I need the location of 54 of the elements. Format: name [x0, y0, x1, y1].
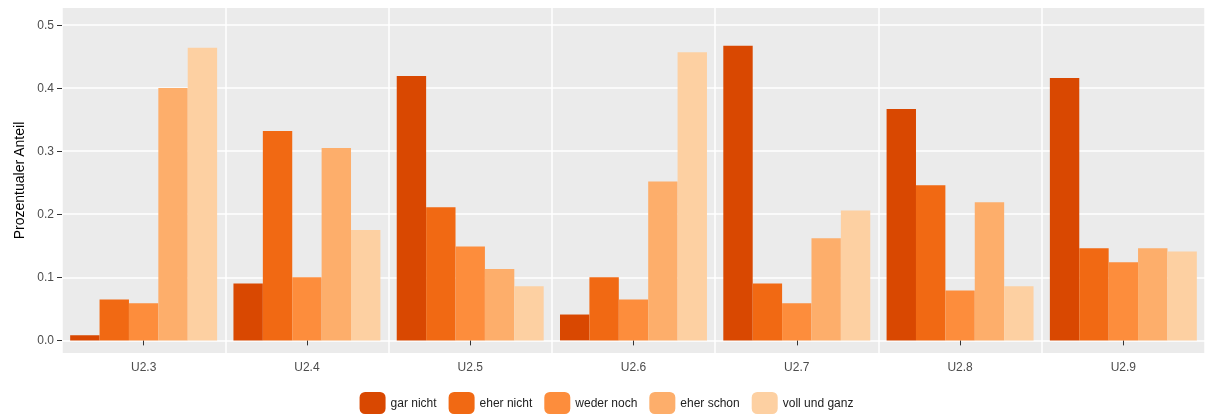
x-tick-label: U2.9 — [1110, 360, 1137, 374]
bar — [945, 290, 975, 341]
y-tick-label: 0.3 — [37, 144, 55, 159]
y-tick-label: 0.0 — [37, 333, 55, 348]
y-tick-label: 0.1 — [37, 270, 55, 285]
bar — [292, 277, 322, 341]
bar — [484, 269, 515, 341]
bar — [886, 108, 916, 341]
y-tick-label: 0.4 — [37, 81, 55, 96]
bar — [1167, 251, 1197, 341]
bar — [514, 286, 544, 341]
x-tick-label: U2.8 — [947, 360, 974, 374]
bar — [811, 238, 841, 341]
bar — [1079, 248, 1109, 341]
bar — [233, 283, 263, 341]
bar — [158, 88, 188, 341]
bar — [618, 299, 649, 341]
bar — [677, 52, 707, 341]
bar — [1049, 78, 1080, 341]
bar — [782, 303, 812, 341]
x-tick-label: U2.6 — [620, 360, 647, 374]
legend-label: weder noch — [574, 396, 638, 410]
y-tick-label: 0.2 — [37, 207, 55, 222]
bar — [1108, 262, 1139, 341]
legend-label: eher nicht — [479, 396, 533, 410]
bar — [560, 314, 590, 341]
bar — [752, 283, 783, 341]
x-tick-label: U2.7 — [784, 360, 810, 374]
legend-label: gar nicht — [390, 396, 438, 410]
bar — [1004, 286, 1034, 341]
bar — [1138, 248, 1168, 341]
bar — [723, 45, 753, 341]
x-tick-label: U2.4 — [294, 360, 320, 374]
x-tick-label: U2.5 — [457, 360, 484, 374]
bar — [321, 148, 352, 341]
bar — [396, 76, 427, 341]
x-tick-label: U2.3 — [130, 360, 157, 374]
bar — [262, 130, 293, 341]
bar — [648, 181, 678, 341]
bar — [99, 299, 129, 341]
bar — [70, 335, 100, 341]
bar — [840, 210, 871, 341]
legend-label: voll und ganz — [782, 396, 854, 410]
bar — [974, 202, 1005, 341]
bar — [455, 246, 485, 341]
bar — [915, 185, 946, 341]
y-axis-title: Prozentualer Anteil — [11, 121, 27, 240]
bar — [426, 207, 456, 341]
bar — [351, 230, 381, 341]
bar — [187, 47, 218, 341]
bar — [589, 277, 619, 341]
y-tick-label: 0.5 — [37, 18, 55, 33]
bar — [128, 303, 159, 341]
legend-label: eher schon — [680, 396, 740, 410]
